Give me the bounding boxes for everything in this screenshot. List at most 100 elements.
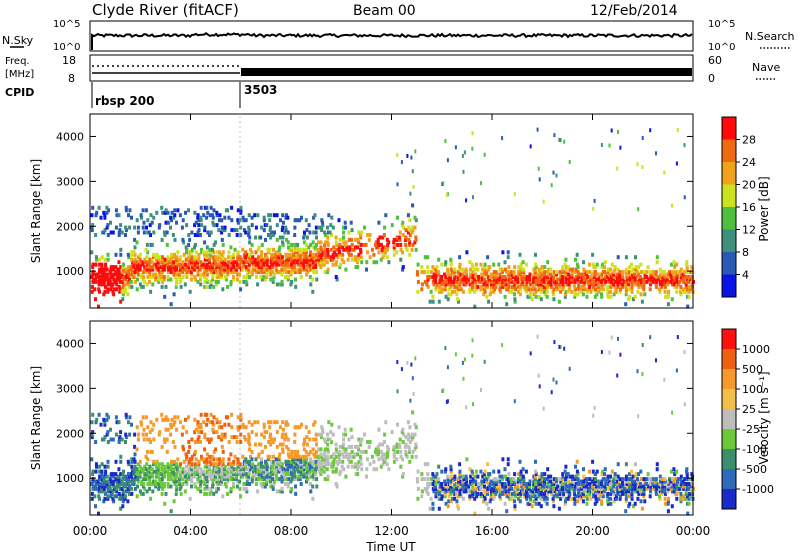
velocity-cell (136, 484, 139, 489)
velocity-cell (509, 484, 513, 489)
velocity-cell (458, 474, 462, 479)
velocity-cell (404, 442, 408, 447)
power-cell (220, 237, 224, 242)
velocity-cell (141, 469, 145, 474)
velocity-cell (166, 484, 170, 489)
velocity-cell (115, 489, 119, 494)
velocity-cell (449, 467, 453, 472)
velocity-cell (106, 494, 110, 499)
power-cell (317, 225, 321, 230)
velocity-cell (600, 350, 603, 354)
velocity-cell (461, 360, 464, 365)
power-cell (218, 250, 221, 255)
power-cell (546, 270, 549, 275)
power-cell (456, 297, 460, 302)
velocity-cell (616, 474, 620, 479)
velocity-cell (493, 494, 497, 499)
velocity-cell (333, 457, 337, 462)
velocity-cell (194, 427, 198, 432)
power-cell (673, 284, 677, 289)
velocity-cell (285, 444, 289, 449)
velocity-cell (350, 464, 354, 469)
velocity-cell (209, 469, 213, 474)
velocity-cell (140, 422, 144, 427)
velocity-cell (329, 462, 333, 467)
power-cell (287, 265, 291, 270)
power-cell (184, 272, 188, 277)
power-cell (94, 297, 97, 302)
power-cell (211, 272, 215, 277)
velocity-cell (681, 484, 685, 489)
velocity-cell (223, 435, 227, 440)
velocity-cell (465, 486, 469, 491)
power-cell (483, 289, 487, 294)
power-cell (108, 277, 112, 282)
velocity-cell (575, 459, 579, 464)
power-cell (383, 225, 387, 230)
velocity-cell (284, 459, 288, 464)
velocity-cell (241, 422, 245, 427)
velocity-cell (326, 457, 330, 462)
power-cell (399, 247, 403, 252)
velocity-cell (126, 459, 130, 464)
power-cell (535, 282, 538, 287)
velocity-cell (229, 452, 233, 457)
power-cell (314, 252, 318, 257)
velocity-cell (205, 486, 209, 491)
velocity-cell (239, 440, 243, 444)
power-cell (124, 277, 128, 282)
velocity-cell (199, 479, 203, 484)
power-cell (434, 272, 438, 277)
power-cell (166, 265, 170, 270)
power-cell (338, 242, 342, 247)
power-cell (649, 277, 653, 282)
velocity-cell (506, 462, 510, 467)
power-cell (530, 297, 534, 302)
velocity-cell (145, 462, 149, 467)
velocity-cell (392, 459, 396, 464)
velocity-cell (357, 447, 361, 452)
power-cell (685, 265, 689, 270)
velocity-cell (91, 484, 95, 489)
power-cell (115, 287, 118, 292)
power-cell (293, 218, 297, 223)
velocity-cell (215, 479, 219, 484)
power-cell (562, 284, 566, 289)
power-cell (224, 277, 228, 282)
power-cell (601, 287, 605, 292)
power-cell (590, 277, 594, 282)
velocity-cell (270, 469, 274, 474)
velocity-cell (226, 474, 230, 479)
power-cell (658, 267, 662, 272)
velocity-cell (455, 499, 459, 504)
velocity-cell (575, 469, 579, 474)
velocity-cell (130, 479, 134, 484)
power-cell (117, 213, 121, 218)
power-cell (487, 299, 491, 304)
power-cell (124, 287, 127, 292)
velocity-cell (219, 464, 223, 469)
velocity-cell (113, 494, 117, 499)
power-cell (190, 247, 194, 252)
velocity-cell (585, 496, 589, 501)
velocity-cell (573, 477, 577, 482)
velocity-cell (583, 486, 587, 491)
power-cell (432, 282, 436, 287)
power-cell (157, 255, 161, 260)
velocity-cell (545, 484, 549, 489)
power-cell (311, 267, 315, 272)
nsearch-tick-low: 10^0 (708, 42, 735, 53)
velocity-cell (105, 412, 109, 417)
power-cell (170, 262, 174, 267)
velocity-cell (175, 489, 178, 494)
velocity-cell (549, 484, 553, 489)
power-cell (203, 228, 207, 233)
velocity-cell (294, 457, 298, 462)
power-cell (385, 237, 389, 242)
power-cell (163, 267, 167, 272)
velocity-cell (386, 452, 389, 457)
velocity-cell (509, 477, 513, 482)
power-cell (444, 294, 448, 299)
power-cell (637, 207, 640, 212)
power-cell (504, 277, 508, 282)
